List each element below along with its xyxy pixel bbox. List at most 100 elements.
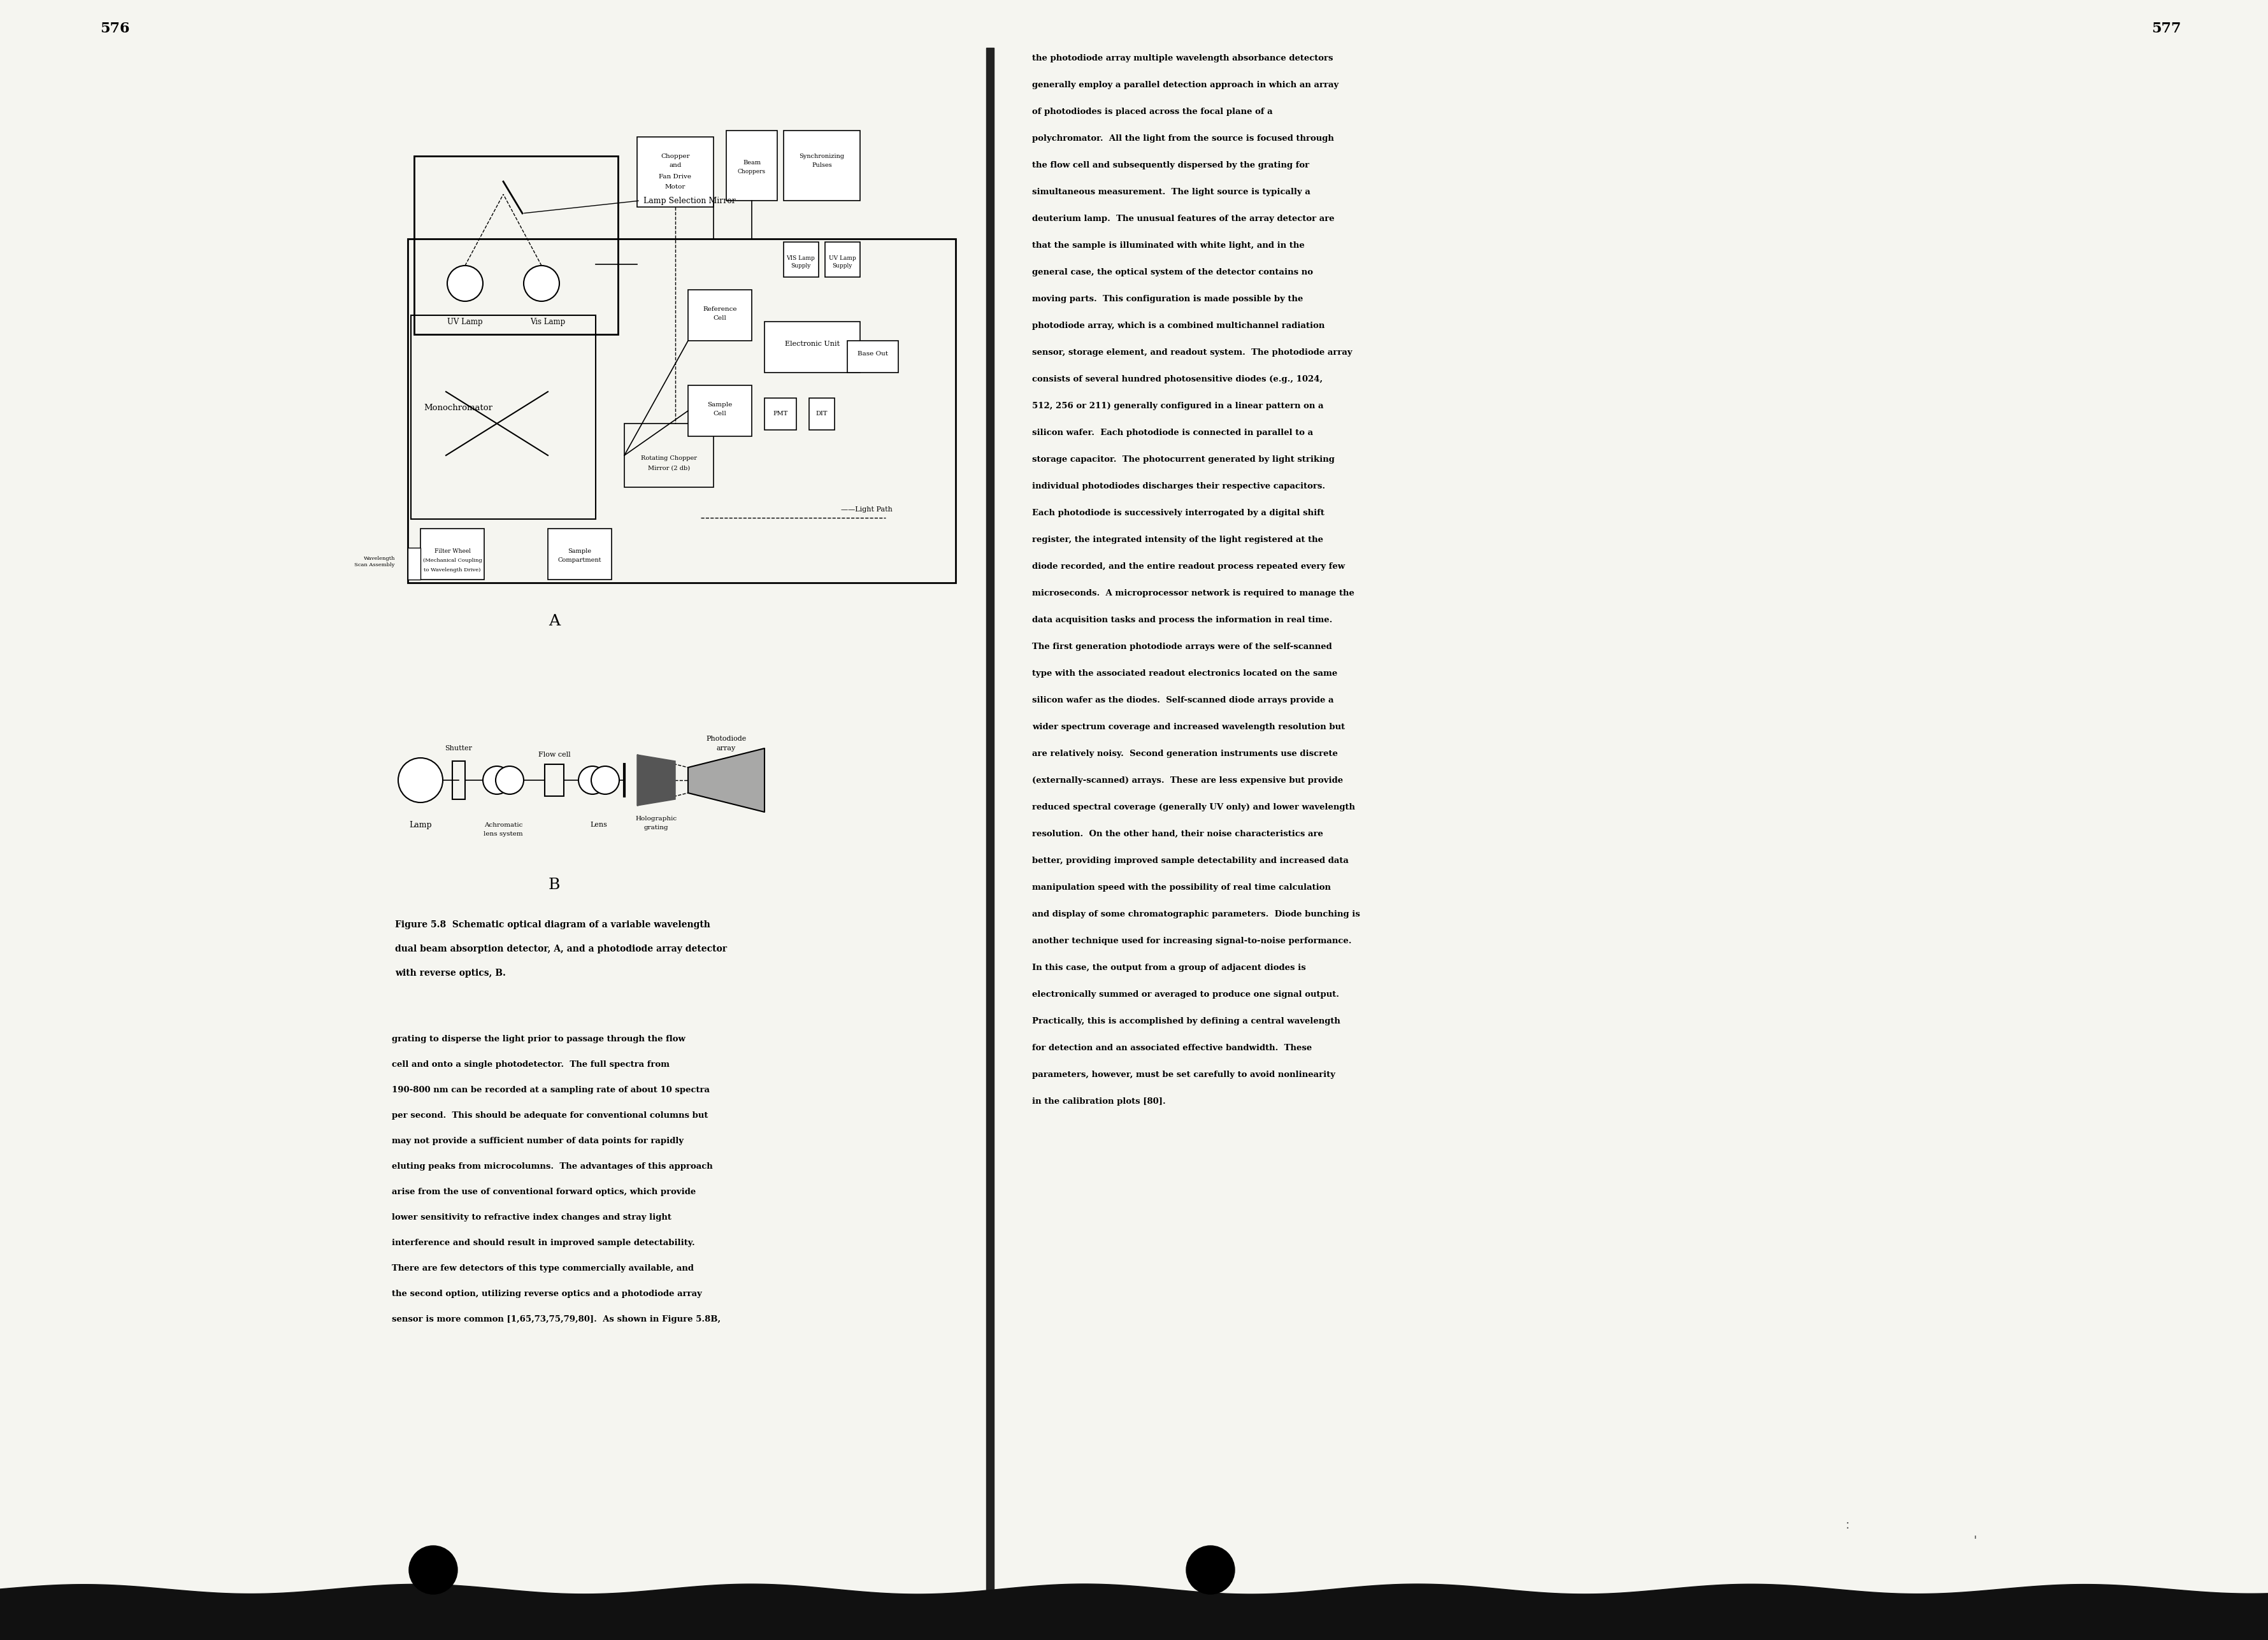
Text: Lamp: Lamp — [408, 820, 431, 828]
Text: Holographic: Holographic — [635, 815, 676, 822]
Text: Filter Wheel: Filter Wheel — [433, 548, 469, 554]
Text: manipulation speed with the possibility of real time calculation: manipulation speed with the possibility … — [1032, 884, 1331, 892]
Text: DIT: DIT — [816, 412, 828, 417]
Bar — [549, 528, 612, 579]
Text: Electronic Unit: Electronic Unit — [785, 341, 839, 348]
Circle shape — [1186, 1547, 1234, 1594]
Text: Sample: Sample — [708, 402, 733, 407]
Text: 576: 576 — [100, 21, 129, 36]
Text: microseconds.  A microprocessor network is required to manage the: microseconds. A microprocessor network i… — [1032, 589, 1354, 597]
Text: per second.  This should be adequate for conventional columns but: per second. This should be adequate for … — [392, 1112, 708, 1120]
Text: Synchronizing: Synchronizing — [798, 153, 844, 159]
Text: Choppers: Choppers — [737, 169, 767, 175]
Text: B: B — [549, 877, 560, 892]
Bar — [420, 528, 483, 579]
Bar — [544, 764, 565, 795]
Text: and: and — [669, 162, 680, 169]
Text: Chopper: Chopper — [660, 153, 689, 159]
Text: Supply: Supply — [792, 262, 810, 269]
Text: Supply: Supply — [832, 262, 853, 269]
Text: A: A — [549, 613, 560, 628]
Circle shape — [578, 766, 606, 794]
Bar — [408, 548, 420, 579]
Text: of photodiodes is placed across the focal plane of a: of photodiodes is placed across the foca… — [1032, 108, 1272, 116]
Text: Lens: Lens — [590, 822, 608, 828]
Bar — [411, 315, 596, 520]
Text: VIS Lamp: VIS Lamp — [787, 256, 814, 261]
Text: with reverse optics, B.: with reverse optics, B. — [395, 969, 506, 977]
Text: Mirror (2 db): Mirror (2 db) — [649, 466, 689, 471]
Text: There are few detectors of this type commercially available, and: There are few detectors of this type com… — [392, 1264, 694, 1273]
Text: Lamp Selection Mirror: Lamp Selection Mirror — [644, 197, 735, 205]
Text: to Wavelength Drive): to Wavelength Drive) — [424, 567, 481, 572]
Text: Cell: Cell — [712, 412, 726, 417]
Text: 512, 256 or 211) generally configured in a linear pattern on a: 512, 256 or 211) generally configured in… — [1032, 402, 1325, 410]
Text: Base Out: Base Out — [857, 351, 889, 356]
Bar — [687, 385, 751, 436]
Text: Cell: Cell — [712, 315, 726, 321]
Polygon shape — [687, 748, 764, 812]
Text: Fan Drive: Fan Drive — [660, 174, 692, 179]
Text: grating to disperse the light prior to passage through the flow: grating to disperse the light prior to p… — [392, 1035, 685, 1043]
Text: the flow cell and subsequently dispersed by the grating for: the flow cell and subsequently dispersed… — [1032, 161, 1309, 169]
Text: another technique used for increasing signal-to-noise performance.: another technique used for increasing si… — [1032, 936, 1352, 945]
Text: Sample: Sample — [567, 548, 592, 554]
Text: individual photodiodes discharges their respective capacitors.: individual photodiodes discharges their … — [1032, 482, 1325, 490]
Text: parameters, however, must be set carefully to avoid nonlinearity: parameters, however, must be set careful… — [1032, 1071, 1336, 1079]
Text: for detection and an associated effective bandwidth.  These: for detection and an associated effectiv… — [1032, 1045, 1311, 1053]
Text: moving parts.  This configuration is made possible by the: moving parts. This configuration is made… — [1032, 295, 1304, 303]
Bar — [764, 399, 796, 430]
Text: the second option, utilizing reverse optics and a photodiode array: the second option, utilizing reverse opt… — [392, 1289, 703, 1297]
Circle shape — [497, 766, 524, 794]
Bar — [726, 131, 778, 200]
Polygon shape — [637, 754, 676, 805]
Bar — [810, 399, 835, 430]
Bar — [826, 243, 860, 277]
Bar — [415, 156, 617, 335]
Text: silicon wafer as the diodes.  Self-scanned diode arrays provide a: silicon wafer as the diodes. Self-scanne… — [1032, 695, 1334, 705]
Text: array: array — [717, 745, 735, 751]
Text: diode recorded, and the entire readout process repeated every few: diode recorded, and the entire readout p… — [1032, 563, 1345, 571]
Text: In this case, the output from a group of adjacent diodes is: In this case, the output from a group of… — [1032, 964, 1306, 973]
Text: Pulses: Pulses — [812, 162, 832, 169]
Text: may not provide a sufficient number of data points for rapidly: may not provide a sufficient number of d… — [392, 1137, 683, 1145]
Text: register, the integrated intensity of the light registered at the: register, the integrated intensity of th… — [1032, 536, 1322, 544]
Text: Motor: Motor — [665, 184, 685, 190]
Text: The first generation photodiode arrays were of the self-scanned: The first generation photodiode arrays w… — [1032, 643, 1331, 651]
Text: arise from the use of conventional forward optics, which provide: arise from the use of conventional forwa… — [392, 1187, 696, 1196]
Text: Compartment: Compartment — [558, 558, 601, 563]
Text: silicon wafer.  Each photodiode is connected in parallel to a: silicon wafer. Each photodiode is connec… — [1032, 428, 1313, 436]
Text: Monochromator: Monochromator — [424, 403, 492, 412]
Text: Practically, this is accomplished by defining a central wavelength: Practically, this is accomplished by def… — [1032, 1017, 1340, 1025]
Text: simultaneous measurement.  The light source is typically a: simultaneous measurement. The light sour… — [1032, 189, 1311, 197]
Text: sensor is more common [1,65,73,75,79,80].  As shown in Figure 5.8B,: sensor is more common [1,65,73,75,79,80]… — [392, 1315, 721, 1323]
Bar — [848, 341, 898, 372]
Bar — [987, 48, 993, 1609]
Text: data acquisition tasks and process the information in real time.: data acquisition tasks and process the i… — [1032, 617, 1331, 625]
Text: ': ' — [1973, 1535, 1978, 1547]
Circle shape — [483, 766, 510, 794]
Circle shape — [408, 1547, 458, 1594]
Text: in the calibration plots [80].: in the calibration plots [80]. — [1032, 1097, 1166, 1105]
Text: Vis Lamp: Vis Lamp — [531, 318, 565, 326]
Text: Photodiode: Photodiode — [705, 736, 746, 741]
Text: storage capacitor.  The photocurrent generated by light striking: storage capacitor. The photocurrent gene… — [1032, 456, 1334, 464]
Text: (Mechanical Coupling: (Mechanical Coupling — [422, 558, 481, 563]
Text: consists of several hundred photosensitive diodes (e.g., 1024,: consists of several hundred photosensiti… — [1032, 376, 1322, 384]
Bar — [785, 243, 819, 277]
Bar — [451, 761, 465, 799]
Text: sensor, storage element, and readout system.  The photodiode array: sensor, storage element, and readout sys… — [1032, 348, 1352, 356]
Text: the photodiode array multiple wavelength absorbance detectors: the photodiode array multiple wavelength… — [1032, 54, 1334, 62]
Text: eluting peaks from microcolumns.  The advantages of this approach: eluting peaks from microcolumns. The adv… — [392, 1163, 712, 1171]
Text: electronically summed or averaged to produce one signal output.: electronically summed or averaged to pro… — [1032, 991, 1338, 999]
Circle shape — [524, 266, 560, 302]
Text: Beam: Beam — [744, 159, 760, 166]
Text: lower sensitivity to refractive index changes and stray light: lower sensitivity to refractive index ch… — [392, 1214, 671, 1222]
Text: Shutter: Shutter — [445, 745, 472, 751]
Text: cell and onto a single photodetector.  The full spectra from: cell and onto a single photodetector. Th… — [392, 1061, 669, 1069]
Text: (externally-scanned) arrays.  These are less expensive but provide: (externally-scanned) arrays. These are l… — [1032, 776, 1343, 784]
Text: better, providing improved sample detectability and increased data: better, providing improved sample detect… — [1032, 856, 1349, 864]
Text: Wavelength
Scan Assembly: Wavelength Scan Assembly — [354, 556, 395, 567]
Text: UV Lamp: UV Lamp — [447, 318, 483, 326]
Text: polychromator.  All the light from the source is focused through: polychromator. All the light from the so… — [1032, 134, 1334, 143]
